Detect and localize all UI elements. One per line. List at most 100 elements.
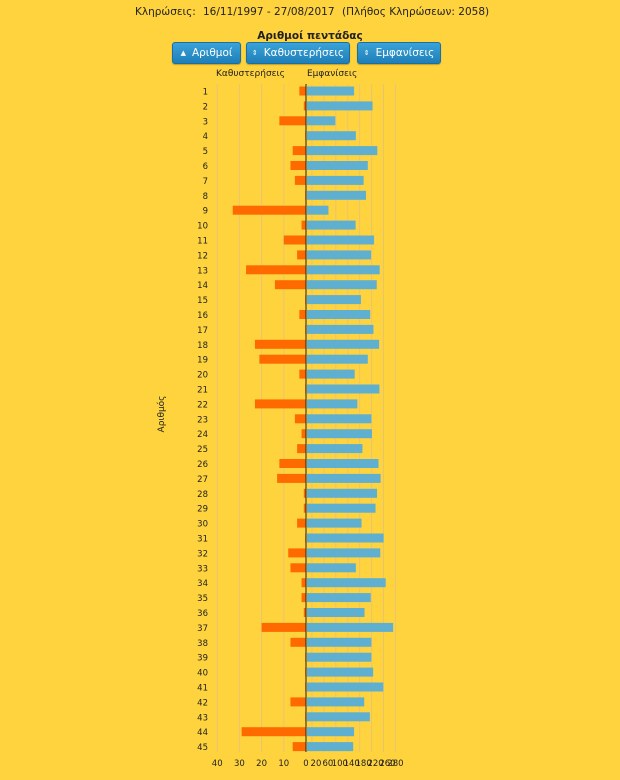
delay-bar — [297, 518, 306, 528]
appearance-bar — [307, 384, 380, 394]
sort-by-delays-label: Καθυστερήσεις — [263, 47, 345, 59]
appearance-bar — [307, 459, 379, 468]
x-tick-label: 20 — [256, 759, 267, 769]
x-tick-label: 140 — [344, 759, 360, 769]
delay-bar — [290, 697, 306, 707]
delay-bar — [297, 250, 306, 260]
delay-bar — [290, 161, 306, 170]
category-label: 5 — [203, 147, 208, 157]
category-label: 18 — [197, 341, 208, 351]
category-label: 23 — [197, 415, 208, 425]
sort-by-numbers-button[interactable]: ▲ Αριθμοί — [172, 42, 241, 64]
appearance-bar — [307, 101, 373, 111]
category-label: 22 — [197, 400, 208, 410]
category-label: 1 — [203, 88, 208, 98]
category-label: 37 — [197, 624, 208, 634]
x-tick-label: 220 — [367, 759, 383, 769]
appearance-bar — [307, 608, 365, 617]
appearance-bar — [307, 339, 380, 349]
appearance-bar — [307, 637, 372, 647]
appearance-bar — [307, 250, 372, 260]
sort-by-numbers-label: Αριθμοί — [191, 47, 233, 59]
delay-bar — [241, 727, 306, 737]
appearance-bar — [307, 578, 386, 588]
appearance-bar — [307, 205, 329, 215]
delay-bar — [274, 280, 306, 290]
x-tick-label: 60 — [322, 759, 333, 769]
appearance-bar — [307, 220, 356, 230]
appearance-bar — [307, 667, 374, 677]
appearance-bar — [307, 414, 372, 424]
delay-bar — [254, 399, 306, 409]
appearance-bar — [307, 697, 365, 707]
appearances-axis-label: Εμφανίσεις — [307, 69, 358, 79]
delay-bar — [261, 622, 306, 632]
delay-bar — [283, 235, 306, 245]
delay-bar — [297, 444, 306, 454]
category-label: 34 — [197, 579, 208, 589]
appearance-bar — [307, 265, 380, 275]
category-label: 3 — [203, 117, 208, 127]
appearance-bar — [307, 354, 368, 364]
category-label: 21 — [197, 386, 208, 396]
delay-bar — [288, 548, 306, 558]
delay-bar — [259, 354, 306, 364]
sort-by-delays-button[interactable]: ⇕ Καθυστερήσεις — [246, 42, 350, 64]
appearance-bar — [307, 280, 377, 290]
category-label: 4 — [203, 132, 208, 142]
delay-bar — [299, 369, 306, 379]
category-label: 41 — [197, 684, 208, 694]
category-label: 14 — [197, 281, 208, 291]
chart-title: Αριθμοί πεντάδας — [257, 30, 363, 42]
category-label: 36 — [197, 609, 208, 619]
appearance-bar — [307, 116, 336, 126]
category-label: 15 — [197, 296, 208, 306]
appearance-bar — [307, 488, 378, 498]
appearance-bar — [307, 324, 374, 334]
sort-by-appearances-label: Εμφανίσεις — [375, 47, 435, 59]
appearance-bar — [307, 548, 381, 558]
x-tick-label: 20 — [311, 759, 322, 769]
appearance-bar — [307, 86, 355, 96]
category-label: 2 — [203, 102, 208, 112]
category-label: 39 — [197, 654, 208, 664]
delay-bar — [301, 429, 306, 439]
category-label: 35 — [197, 594, 208, 604]
delay-bar — [301, 593, 306, 603]
category-label: 38 — [197, 639, 208, 649]
sort-by-appearances-button[interactable]: ⇕ Εμφανίσεις — [357, 42, 441, 64]
category-label: 33 — [197, 564, 208, 574]
appearance-bar — [307, 310, 371, 319]
delay-bar — [279, 459, 306, 468]
sort-updown-icon: ⇕ — [363, 49, 370, 57]
category-label: 26 — [197, 460, 208, 470]
appearance-bar — [307, 399, 358, 409]
delay-bar — [292, 742, 306, 752]
category-label: 45 — [197, 743, 208, 753]
category-label: 11 — [197, 237, 208, 247]
appearance-bar — [307, 593, 371, 603]
x-tick-label: 10 — [278, 759, 289, 769]
delay-bar — [246, 265, 306, 275]
category-label: 19 — [197, 356, 208, 366]
appearance-bar — [307, 622, 394, 632]
appearance-bar — [307, 295, 361, 305]
delay-bar — [277, 473, 306, 483]
delay-bar — [303, 608, 306, 617]
category-label: 6 — [203, 162, 208, 172]
category-label: 16 — [197, 311, 208, 321]
category-label: 24 — [197, 430, 208, 440]
appearance-bar — [307, 652, 372, 662]
category-label: 7 — [203, 177, 208, 187]
appearance-bar — [307, 429, 372, 439]
appearance-bar — [307, 503, 376, 513]
sort-up-icon: ▲ — [180, 49, 186, 57]
category-label: 44 — [197, 728, 208, 738]
appearance-bar — [307, 563, 356, 573]
delay-bar — [299, 86, 306, 96]
category-label: 31 — [197, 535, 208, 545]
category-label: 29 — [197, 505, 208, 515]
category-label: 43 — [197, 713, 208, 723]
delay-bar — [294, 175, 306, 185]
appearance-bar — [307, 712, 370, 722]
